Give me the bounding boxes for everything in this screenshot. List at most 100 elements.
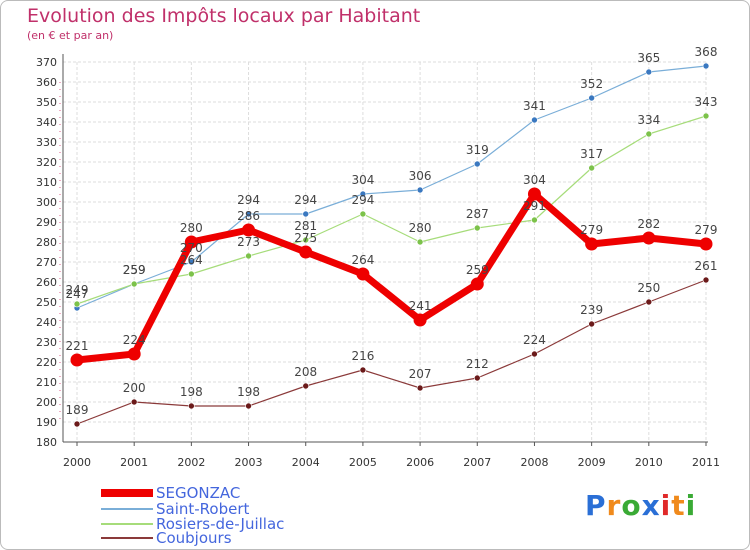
data-label-rosiers-de-juillac: 273: [237, 235, 260, 249]
y-tick-label: 310: [36, 176, 57, 189]
point-saint-robert: [302, 210, 310, 218]
point-rosiers-de-juillac: [73, 300, 81, 308]
data-label-saint-robert: 294: [294, 193, 317, 207]
data-label-segonzac: 286: [237, 209, 260, 223]
point-saint-robert: [645, 68, 653, 76]
data-label-coubjours: 239: [580, 303, 603, 317]
x-tick-label: 2006: [406, 456, 434, 469]
data-label-segonzac: 241: [409, 299, 432, 313]
point-segonzac: [242, 223, 256, 237]
legend-item-segonzac: SEGONZAC: [101, 484, 331, 502]
data-label-rosiers-de-juillac: 294: [351, 193, 374, 207]
x-tick-label: 2003: [235, 456, 263, 469]
y-tick-label: 190: [36, 416, 57, 429]
point-segonzac: [127, 347, 141, 361]
data-label-coubjours: 261: [695, 259, 718, 273]
series-line-saint-robert: [76, 65, 707, 309]
x-tick-label: 2005: [349, 456, 377, 469]
data-label-segonzac: 275: [294, 231, 317, 245]
y-tick-label: 210: [36, 376, 57, 389]
logo-letter: i: [685, 489, 697, 522]
data-label-saint-robert: 341: [523, 99, 546, 113]
legend-swatch-saint-robert: [101, 508, 153, 510]
point-coubjours: [245, 402, 252, 410]
point-rosiers-de-juillac: [702, 112, 710, 120]
logo-letter: r: [606, 489, 622, 522]
x-tick-label: 2001: [120, 456, 148, 469]
data-label-rosiers-de-juillac: 249: [66, 283, 89, 297]
y-tick-label: 200: [36, 396, 57, 409]
y-tick-label: 230: [36, 336, 57, 349]
data-label-rosiers-de-juillac: 280: [409, 221, 432, 235]
chart-title: Evolution des Impôts locaux par Habitant: [27, 5, 421, 27]
grid-lines: [63, 61, 708, 443]
logo-letter: o: [621, 489, 642, 522]
point-coubjours: [416, 384, 424, 392]
data-label-rosiers-de-juillac: 317: [580, 147, 603, 161]
point-rosiers-de-juillac: [531, 216, 538, 224]
point-saint-robert: [359, 190, 367, 198]
data-label-segonzac: 264: [351, 253, 374, 267]
data-label-saint-robert: 306: [409, 169, 432, 183]
y-tick-label: 350: [36, 96, 57, 109]
point-rosiers-de-juillac: [645, 130, 653, 138]
data-label-saint-robert: 319: [466, 143, 489, 157]
point-coubjours: [645, 298, 653, 306]
series-line-rosiers-de-juillac: [76, 115, 707, 305]
data-label-rosiers-de-juillac: 264: [180, 253, 203, 267]
point-segonzac: [299, 245, 313, 259]
y-tick-label: 360: [36, 76, 57, 89]
legend-label-coubjours: Coubjours: [156, 529, 232, 547]
y-tick-label: 270: [36, 256, 57, 269]
data-label-coubjours: 198: [237, 385, 260, 399]
y-tick-label: 240: [36, 316, 57, 329]
y-tick-label: 290: [36, 216, 57, 229]
data-label-segonzac: 279: [580, 223, 603, 237]
data-label-saint-robert: 270: [180, 241, 203, 255]
data-label-segonzac: 304: [523, 173, 546, 187]
point-rosiers-de-juillac: [588, 164, 595, 172]
point-coubjours: [473, 374, 481, 382]
point-rosiers-de-juillac: [130, 280, 138, 288]
point-saint-robert: [473, 160, 481, 168]
data-label-rosiers-de-juillac: 259: [123, 263, 146, 277]
logo-letter: P: [585, 489, 607, 522]
data-label-rosiers-de-juillac: 287: [466, 207, 489, 221]
data-label-coubjours: 189: [66, 403, 89, 417]
legend-label-rosiers: Rosiers-de-Juillac: [156, 515, 285, 533]
point-coubjours: [359, 366, 367, 374]
x-tick-label: 2011: [692, 456, 720, 469]
y-tick-label: 340: [36, 116, 57, 129]
point-segonzac: [470, 277, 484, 291]
data-label-segonzac: 224: [123, 333, 146, 347]
legend-item-saint-robert: Saint-Robert: [101, 500, 331, 518]
data-label-saint-robert: 352: [580, 77, 603, 91]
point-saint-robert: [702, 62, 710, 70]
point-segonzac: [413, 313, 427, 327]
data-label-rosiers-de-juillac: 281: [294, 219, 317, 233]
data-label-rosiers-de-juillac: 291: [523, 199, 546, 213]
data-label-segonzac: 282: [637, 217, 660, 231]
axes: 180 190 200 210 220 230 240 250 260 270 280 290 300 3…: [36, 54, 720, 469]
point-rosiers-de-juillac: [188, 270, 195, 278]
data-label-coubjours: 200: [123, 381, 146, 395]
legend-swatch-rosiers: [101, 523, 153, 525]
point-saint-robert: [531, 116, 538, 124]
data-label-saint-robert: 259: [123, 263, 146, 277]
point-segonzac: [527, 187, 541, 201]
point-rosiers-de-juillac: [416, 238, 424, 246]
logo-letter: i: [660, 489, 672, 522]
data-label-saint-robert: 247: [66, 287, 89, 301]
data-label-coubjours: 224: [523, 333, 546, 347]
data-label-segonzac: 259: [466, 263, 489, 277]
data-label-rosiers-de-juillac: 334: [637, 113, 660, 127]
x-tick-label: 2009: [578, 456, 606, 469]
x-tick-label: 2010: [635, 456, 663, 469]
y-tick-label: 180: [36, 436, 57, 449]
point-coubjours: [588, 320, 595, 328]
point-segonzac: [70, 353, 84, 367]
point-saint-robert: [588, 94, 595, 102]
point-coubjours: [73, 420, 81, 428]
point-rosiers-de-juillac: [245, 252, 252, 260]
